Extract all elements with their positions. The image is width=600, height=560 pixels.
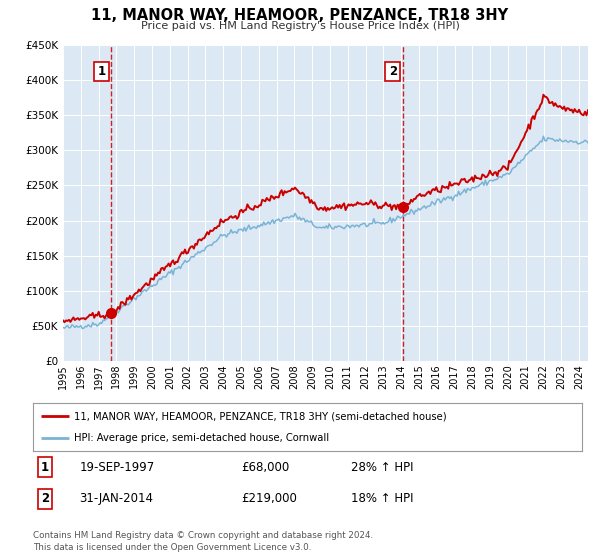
Text: HPI: Average price, semi-detached house, Cornwall: HPI: Average price, semi-detached house,… — [74, 433, 329, 443]
Text: 2: 2 — [389, 65, 397, 78]
Text: 11, MANOR WAY, HEAMOOR, PENZANCE, TR18 3HY: 11, MANOR WAY, HEAMOOR, PENZANCE, TR18 3… — [91, 8, 509, 24]
Text: 19-SEP-1997: 19-SEP-1997 — [80, 461, 155, 474]
Text: 18% ↑ HPI: 18% ↑ HPI — [352, 492, 414, 505]
Text: £219,000: £219,000 — [242, 492, 298, 505]
Text: Price paid vs. HM Land Registry's House Price Index (HPI): Price paid vs. HM Land Registry's House … — [140, 21, 460, 31]
Text: 1: 1 — [41, 461, 49, 474]
Text: 28% ↑ HPI: 28% ↑ HPI — [352, 461, 414, 474]
Text: 2: 2 — [41, 492, 49, 505]
Text: Contains HM Land Registry data © Crown copyright and database right 2024.: Contains HM Land Registry data © Crown c… — [33, 531, 373, 540]
Text: £68,000: £68,000 — [242, 461, 290, 474]
Text: 31-JAN-2014: 31-JAN-2014 — [80, 492, 154, 505]
Text: This data is licensed under the Open Government Licence v3.0.: This data is licensed under the Open Gov… — [33, 543, 311, 552]
Text: 1: 1 — [98, 65, 106, 78]
Text: 11, MANOR WAY, HEAMOOR, PENZANCE, TR18 3HY (semi-detached house): 11, MANOR WAY, HEAMOOR, PENZANCE, TR18 3… — [74, 411, 447, 421]
